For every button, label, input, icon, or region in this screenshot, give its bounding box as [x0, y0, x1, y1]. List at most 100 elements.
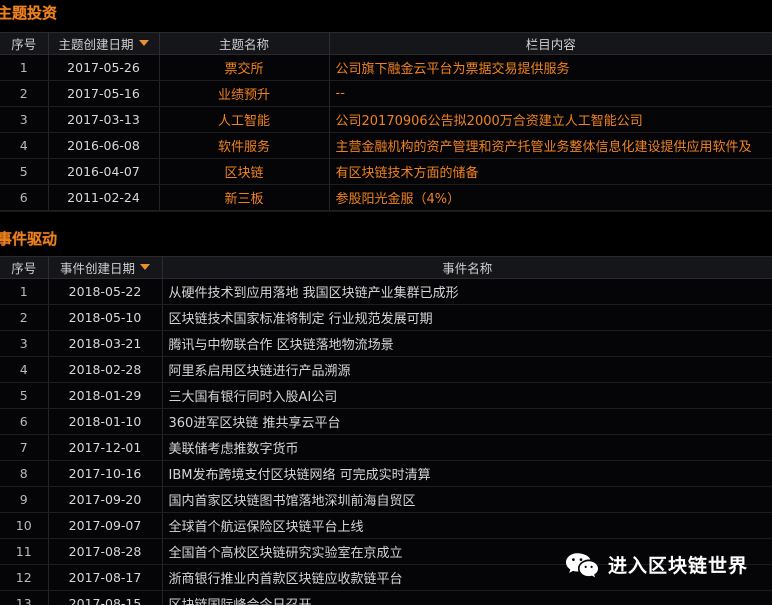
- row-theme-name[interactable]: 区块链: [159, 158, 330, 185]
- row-event-name[interactable]: 阿里系启用区块链进行产品溯源: [162, 356, 772, 383]
- row-index: 11: [0, 538, 49, 565]
- row-create-date: 2018-05-22: [48, 278, 163, 305]
- row-theme-name[interactable]: 票交所: [159, 54, 330, 81]
- column-header-index[interactable]: 序号: [0, 32, 49, 55]
- row-create-date: 2017-08-17: [48, 564, 163, 591]
- row-index: 1: [0, 278, 49, 305]
- table-row[interactable]: 4 2016-06-08 软件服务 主营金融机构的资产管理和资产托管业务整体信息…: [0, 132, 772, 159]
- row-index: 5: [0, 382, 49, 409]
- row-event-name[interactable]: 从硬件技术到应用落地 我国区块链产业集群已成形: [162, 278, 772, 305]
- row-event-name[interactable]: 浙商银行推业内首款区块链应收款链平台: [162, 564, 772, 591]
- table-row[interactable]: 2 2017-05-16 业绩预升 --: [0, 80, 772, 107]
- row-index: 10: [0, 512, 49, 539]
- row-index: 6: [0, 408, 49, 435]
- column-header-theme-create-date-label: 主题创建日期: [58, 37, 134, 52]
- row-index: 1: [0, 54, 49, 81]
- section-title-event-driven: 事件驱动: [0, 230, 58, 248]
- section-title-theme-investment: 主题投资: [0, 4, 58, 22]
- row-create-date: 2018-01-10: [48, 408, 163, 435]
- column-header-column-content-label: 栏目内容: [525, 37, 576, 52]
- table-row[interactable]: 12 2017-08-17 浙商银行推业内首款区块链应收款链平台: [0, 564, 772, 591]
- row-index: 12: [0, 564, 49, 591]
- table-row[interactable]: 7 2017-12-01 美联储考虑推数字货币: [0, 434, 772, 461]
- row-create-date: 2017-10-16: [48, 460, 163, 487]
- row-index: 3: [0, 330, 49, 357]
- table-row[interactable]: 3 2017-03-13 人工智能 公司20170906公告拟2000万合资建立…: [0, 106, 772, 133]
- row-create-date: 2017-12-01: [48, 434, 163, 461]
- row-create-date: 2018-01-29: [48, 382, 163, 409]
- event-driven-table: 序号 事件创建日期 事件名称 1 2018-05-22 从硬件技术到应用落地 我…: [0, 256, 772, 605]
- theme-investment-table: 序号 主题创建日期 主题名称 栏目内容 1 2017-05-26 票交所 公司旗…: [0, 32, 772, 211]
- caret-down-icon[interactable]: [138, 39, 149, 46]
- row-create-date: 2018-03-21: [48, 330, 163, 357]
- table-row[interactable]: 10 2017-09-07 全球首个航运保险区块链平台上线: [0, 512, 772, 539]
- event-table-header-row: 序号 事件创建日期 事件名称: [0, 256, 772, 279]
- table-row[interactable]: 8 2017-10-16 IBM发布跨境支付区块链网络 可完成实时清算: [0, 460, 772, 487]
- row-theme-name[interactable]: 业绩预升: [159, 80, 330, 107]
- row-create-date: 2017-05-26: [48, 54, 160, 81]
- row-column-content: 有区块链技术方面的储备: [329, 158, 772, 185]
- row-create-date: 2016-04-07: [48, 158, 160, 185]
- row-index: 4: [0, 132, 49, 159]
- column-header-theme-name-label: 主题名称: [218, 37, 269, 52]
- row-index: 2: [0, 304, 49, 331]
- table-row[interactable]: 1 2017-05-26 票交所 公司旗下融金云平台为票据交易提供服务: [0, 54, 772, 81]
- row-event-name[interactable]: 国内首家区块链图书馆落地深圳前海自贸区: [162, 486, 772, 513]
- table-row[interactable]: 6 2011-02-24 新三板 参股阳光金服（4%）: [0, 184, 772, 211]
- column-header-index-label: 序号: [11, 37, 37, 52]
- column-header-index[interactable]: 序号: [0, 256, 49, 279]
- table-row[interactable]: 3 2018-03-21 腾讯与中物联合作 区块链落地物流场景: [0, 330, 772, 357]
- table-row[interactable]: 13 2017-08-15 区块链国际峰会今日召开: [0, 590, 772, 605]
- row-index: 6: [0, 184, 49, 211]
- row-index: 4: [0, 356, 49, 383]
- row-index: 3: [0, 106, 49, 133]
- row-event-name[interactable]: 区块链国际峰会今日召开: [162, 590, 772, 605]
- row-index: 7: [0, 434, 49, 461]
- table-row[interactable]: 2 2018-05-10 区块链技术国家标准将制定 行业规范发展可期: [0, 304, 772, 331]
- column-header-index-label: 序号: [11, 261, 37, 276]
- table-row[interactable]: 11 2017-08-28 全国首个高校区块链研究实验室在京成立: [0, 538, 772, 565]
- row-create-date: 2017-09-20: [48, 486, 163, 513]
- row-event-name[interactable]: 三大国有银行同时入股AI公司: [162, 382, 772, 409]
- table-row[interactable]: 5 2016-04-07 区块链 有区块链技术方面的储备: [0, 158, 772, 185]
- caret-down-icon[interactable]: [140, 263, 150, 270]
- table-row[interactable]: 4 2018-02-28 阿里系启用区块链进行产品溯源: [0, 356, 772, 383]
- column-header-column-content[interactable]: 栏目内容: [329, 32, 772, 55]
- table-row[interactable]: 5 2018-01-29 三大国有银行同时入股AI公司: [0, 382, 772, 409]
- row-event-name[interactable]: 全球首个航运保险区块链平台上线: [162, 512, 772, 539]
- row-theme-name[interactable]: 软件服务: [159, 132, 330, 159]
- row-create-date: 2017-03-13: [48, 106, 160, 133]
- table-row[interactable]: 9 2017-09-20 国内首家区块链图书馆落地深圳前海自贸区: [0, 486, 772, 513]
- column-header-theme-name[interactable]: 主题名称: [159, 32, 330, 55]
- row-index: 9: [0, 486, 49, 513]
- column-header-event-create-date[interactable]: 事件创建日期: [48, 256, 163, 279]
- row-event-name[interactable]: 全国首个高校区块链研究实验室在京成立: [162, 538, 772, 565]
- row-event-name[interactable]: 区块链技术国家标准将制定 行业规范发展可期: [162, 304, 772, 331]
- row-theme-name[interactable]: 新三板: [159, 184, 330, 211]
- row-index: 13: [0, 590, 49, 605]
- row-create-date: 2017-05-16: [48, 80, 160, 107]
- row-index: 2: [0, 80, 49, 107]
- row-event-name[interactable]: 美联储考虑推数字货币: [162, 434, 772, 461]
- table-row[interactable]: 1 2018-05-22 从硬件技术到应用落地 我国区块链产业集群已成形: [0, 278, 772, 305]
- row-theme-name[interactable]: 人工智能: [159, 106, 330, 133]
- row-column-content: 公司20170906公告拟2000万合资建立人工智能公司: [329, 106, 772, 133]
- row-create-date: 2016-06-08: [48, 132, 160, 159]
- theme-table-header-row: 序号 主题创建日期 主题名称 栏目内容: [0, 32, 772, 55]
- row-index: 8: [0, 460, 49, 487]
- column-header-theme-create-date[interactable]: 主题创建日期: [48, 32, 160, 55]
- row-column-content: 主营金融机构的资产管理和资产托管业务整体信息化建设提供应用软件及: [329, 132, 772, 159]
- row-event-name[interactable]: 360进军区块链 推共享云平台: [162, 408, 772, 435]
- row-create-date: 2018-05-10: [48, 304, 163, 331]
- row-event-name[interactable]: IBM发布跨境支付区块链网络 可完成实时清算: [162, 460, 772, 487]
- column-header-event-name-label: 事件名称: [442, 261, 493, 276]
- column-header-event-create-date-label: 事件创建日期: [59, 261, 135, 276]
- table-row[interactable]: 6 2018-01-10 360进军区块链 推共享云平台: [0, 408, 772, 435]
- row-create-date: 2017-08-15: [48, 590, 163, 605]
- row-create-date: 2018-02-28: [48, 356, 163, 383]
- row-create-date: 2011-02-24: [48, 184, 160, 211]
- row-event-name[interactable]: 腾讯与中物联合作 区块链落地物流场景: [162, 330, 772, 357]
- row-create-date: 2017-09-07: [48, 512, 163, 539]
- column-header-event-name[interactable]: 事件名称: [162, 256, 772, 279]
